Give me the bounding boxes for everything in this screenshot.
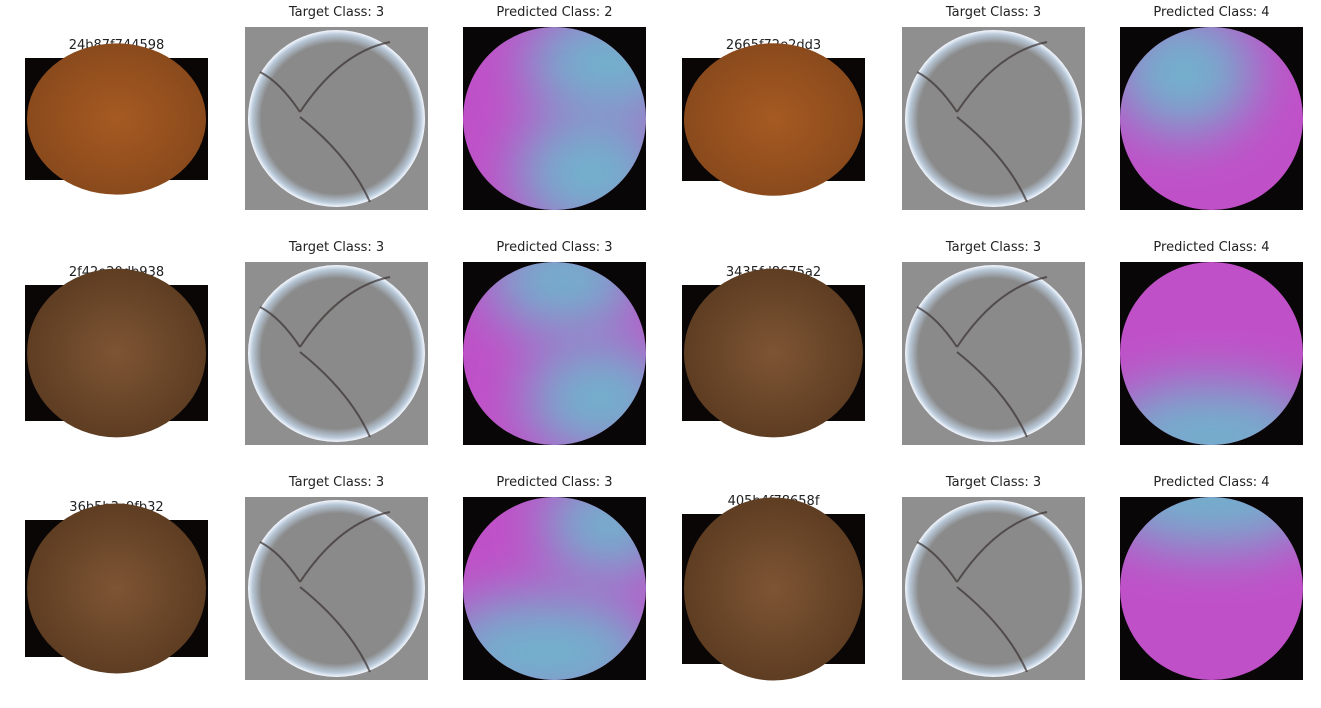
- vessels: [916, 41, 1048, 203]
- fundus-image: [27, 43, 206, 195]
- predicted-title: Predicted Class: 3: [496, 475, 612, 490]
- processed-image: [905, 30, 1082, 207]
- heatmap: [463, 27, 646, 210]
- target-title: Target Class: 3: [945, 240, 1041, 255]
- fundus-image: [27, 268, 206, 438]
- fundus-image: [684, 497, 863, 681]
- vessels: [259, 511, 391, 673]
- fundus-image: [684, 43, 863, 196]
- predicted-title: Predicted Class: 4: [1153, 5, 1269, 20]
- target-title: Target Class: 3: [945, 5, 1041, 20]
- fundus-image: [684, 268, 863, 438]
- processed-image: [248, 265, 425, 442]
- processed-image: [905, 500, 1082, 677]
- heatmap-blob: [463, 595, 646, 680]
- target-title: Target Class: 3: [288, 475, 384, 490]
- heatmap: [1120, 497, 1303, 680]
- heatmap-blob: [1120, 383, 1303, 445]
- heatmap: [1120, 262, 1303, 445]
- target-title: Target Class: 3: [288, 5, 384, 20]
- heatmap-blob: [1120, 497, 1303, 550]
- predicted-title: Predicted Class: 3: [496, 240, 612, 255]
- heatmap-blob: [487, 262, 640, 333]
- predicted-title: Predicted Class: 4: [1153, 475, 1269, 490]
- predicted-title: Predicted Class: 4: [1153, 240, 1269, 255]
- processed-image: [248, 500, 425, 677]
- vessels: [916, 511, 1048, 673]
- vessels: [259, 41, 391, 203]
- processed-image: [905, 265, 1082, 442]
- fundus-image: [27, 503, 206, 674]
- processed-image: [248, 30, 425, 207]
- target-title: Target Class: 3: [945, 475, 1041, 490]
- target-title: Target Class: 3: [288, 240, 384, 255]
- heatmap-blob: [524, 27, 646, 121]
- predicted-title: Predicted Class: 2: [496, 5, 612, 20]
- vessels: [259, 276, 391, 438]
- vessels: [916, 276, 1048, 438]
